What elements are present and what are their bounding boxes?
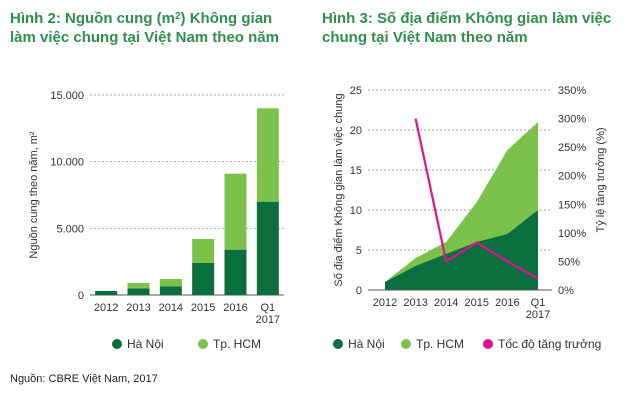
bar-hcm [159, 279, 182, 287]
legend-marker-hcm [401, 339, 411, 349]
bar-hcm [127, 283, 150, 289]
y-right-tick-label: 100% [558, 228, 586, 240]
legend-label-growth: Tốc độ tăng trưởng [498, 337, 601, 351]
x-tick-label: 2015 [465, 297, 489, 309]
y-tick-label: 20 [350, 125, 362, 137]
line-growth-rate [414, 118, 539, 280]
y-tick-label: 0 [356, 285, 362, 297]
y-tick-label: 5 [356, 245, 362, 257]
legend-marker-hanoi [333, 339, 343, 349]
y-axis-label-right: Tỷ lệ tăng trưởng (%) [595, 127, 607, 232]
legend-label-hanoi: Hà Nội [348, 337, 385, 351]
x-tick-label: 2015 [191, 302, 215, 314]
bar-hanoi [256, 201, 279, 295]
y-right-tick-label: 350% [558, 85, 586, 97]
bar-hanoi [127, 288, 150, 295]
legend-marker-growth [483, 339, 493, 349]
figure-3-area-chart: 05101520250%50%100%150%200%250%300%350%2… [333, 85, 607, 351]
x-tick-label: 2014 [159, 302, 183, 314]
y-right-tick-label: 200% [558, 171, 586, 183]
figure-2-title: Hình 2: Nguồn cung (m2) Không gian làm v… [10, 9, 300, 47]
y-tick-label: 5.000 [56, 223, 84, 235]
x-tick-label: 2014 [434, 297, 458, 309]
y-right-tick-label: 0% [558, 285, 574, 297]
legend-label-hanoi: Hà Nội [127, 337, 164, 351]
figure-2-bar-chart: 0 5.000 10.000 15.000 2012 2013 2014 2015 2016 Q1… [28, 90, 284, 351]
y-axis-label: Nguồn cung theo năm, m² [28, 131, 40, 259]
y-tick-label: 15 [350, 165, 362, 177]
x-tick-label: 2016 [223, 302, 247, 314]
x-tick-label: Q1 2017 [526, 297, 550, 321]
x-tick-label: 2012 [373, 297, 397, 309]
bar-hanoi [224, 249, 247, 295]
legend-marker-hanoi [112, 339, 122, 349]
bar-hcm [224, 173, 247, 250]
bar-hanoi [159, 286, 182, 295]
y-tick-label: 0 [78, 290, 84, 302]
legend-label-hcm: Tp. HCM [416, 337, 464, 351]
bar-hcm [192, 239, 215, 263]
x-tick-label: 2016 [495, 297, 519, 309]
y-right-tick-label: 250% [558, 142, 586, 154]
x-tick-label: 2013 [126, 302, 150, 314]
y-right-tick-label: 300% [558, 114, 586, 126]
figure-2-title-post: ) Không gian làm việc chung tại Việt Nam… [10, 10, 279, 46]
y-tick-label: 10.000 [50, 157, 84, 169]
source-note: Nguồn: CBRE Việt Nam, 2017 [10, 373, 158, 385]
y-tick-label: 15.000 [50, 90, 84, 102]
bar-hanoi [192, 263, 215, 295]
y-tick-label: 10 [350, 205, 362, 217]
x-tick-label: 2013 [403, 297, 427, 309]
figure-2-title-superscript: 2 [174, 11, 181, 22]
x-tick-label: Q1 2017 [256, 302, 280, 326]
x-tick-label: 2012 [94, 302, 118, 314]
figure-3-title: Hình 3: Số địa điểm Không gian làm việc … [322, 10, 612, 46]
area-hanoi [385, 210, 538, 290]
y-right-tick-label: 150% [558, 199, 586, 211]
y-right-tick-label: 50% [558, 256, 580, 268]
legend-label-hcm: Tp. HCM [213, 337, 261, 351]
legend-marker-hcm [198, 339, 208, 349]
y-axis-label-left: Số địa điểm Không gian làm việc chung [333, 93, 345, 286]
bar-hcm [256, 108, 279, 202]
y-tick-label: 25 [350, 85, 362, 97]
figure-2-title-pre: Hình 2: Nguồn cung (m [10, 10, 175, 27]
bar-hanoi [95, 291, 118, 295]
